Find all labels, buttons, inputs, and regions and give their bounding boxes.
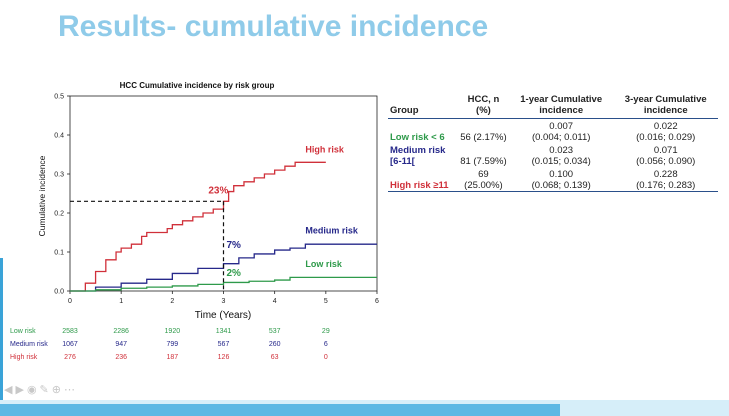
prev-icon[interactable]: ◀ [4, 384, 16, 396]
series-lines [70, 161, 377, 292]
risk-cell: 537 [269, 328, 281, 335]
series-label-high-risk: High risk [305, 145, 345, 155]
bottom-band-accent [0, 404, 560, 416]
header-1yr: 1-year Cumulative incidence [508, 94, 614, 119]
left-accent-bar [0, 258, 3, 406]
y3-ci: (0.056; 0.090) [636, 156, 696, 167]
risk-cell: 1920 [165, 328, 181, 335]
risk-cell: 260 [269, 341, 281, 348]
series-medium-risk [70, 243, 377, 292]
x-axis-label: Time (Years) [195, 310, 252, 321]
x-tick-label-6: 6 [375, 298, 379, 305]
series-label-medium-risk: Medium risk [305, 225, 359, 235]
y-tick-label-3: 0.3 [54, 172, 64, 179]
annotation-2pct: 2% [227, 268, 242, 279]
y1-ci: (0.015; 0.034) [531, 156, 591, 167]
hcc-cell: 81 (7.59%) [460, 156, 507, 167]
more-icon[interactable]: ⋯ [63, 384, 78, 396]
risk-cell: 236 [115, 354, 127, 361]
y3-cell: 0.022 (0.016; 0.029) [613, 119, 718, 143]
risk-cell: 29 [322, 328, 330, 335]
axis-ticks: 0 1 2 3 4 5 6 0.0 0.1 0.2 0.3 0.4 0.5 [54, 94, 379, 306]
x-tick-label-0: 0 [68, 298, 72, 305]
chart-title: HCC Cumulative incidence by risk group [120, 81, 275, 90]
x-tick-label-1: 1 [119, 298, 123, 305]
annotation-23pct: 23% [208, 186, 228, 197]
y-axis-label: Cumulative incidence [37, 155, 47, 236]
risk-cell: 187 [166, 354, 178, 361]
y3-ci: (0.176; 0.283) [636, 180, 696, 191]
y1-value: 0.023 [549, 145, 574, 156]
x-tick-label-2: 2 [170, 298, 174, 305]
y3-cell: 0.071 (0.056; 0.090) [613, 143, 718, 167]
y3-value: 0.022 [653, 121, 678, 132]
y1-value: 0.100 [549, 169, 574, 180]
header-3yr: 3-year Cumulative incidence [613, 94, 718, 119]
y3-ci: (0.016; 0.029) [636, 132, 696, 143]
series-low-risk [70, 276, 377, 292]
risk-cell: 567 [218, 341, 230, 348]
risk-cell: 947 [115, 341, 127, 348]
y1-value: 0.007 [549, 121, 574, 132]
y-tick-label-5: 0.5 [54, 94, 64, 101]
series-label-low-risk: Low risk [305, 259, 343, 269]
x-tick-label-5: 5 [324, 298, 328, 305]
annotation-7pct: 7% [227, 240, 242, 251]
header-group: Group [388, 94, 458, 119]
group-cell: Medium risk [6-11[ [390, 145, 446, 167]
reference-lines [70, 200, 225, 291]
slide-nav-controls[interactable]: ◀▶◉✎⊕⋯ [4, 383, 78, 396]
y-tick-label-1: 0.1 [54, 250, 64, 257]
risk-cell: 1341 [216, 328, 232, 335]
risk-row-label: Low risk [10, 328, 36, 335]
x-tick-label-4: 4 [273, 298, 277, 305]
results-row: Low risk < 6 56 (2.17%) 0.007 (0.004; 0.011… [388, 119, 718, 143]
y1-ci: (0.004; 0.011) [531, 132, 591, 143]
risk-cell: 799 [166, 341, 178, 348]
series-high-risk [70, 161, 326, 292]
risk-cell: 1067 [62, 341, 78, 348]
y3-value: 0.228 [653, 169, 678, 180]
y3-value: 0.071 [653, 145, 678, 156]
risk-cell: 0 [324, 354, 328, 361]
risk-cell: 2583 [62, 328, 78, 335]
risk-row-label: Medium risk [10, 341, 48, 348]
results-row: Medium risk [6-11[81 (7.59%) 0.023 (0.015;… [388, 143, 718, 167]
group-cell: High risk ≥11 [388, 167, 458, 192]
hcc-cell: 69 (25.00%) [457, 167, 509, 192]
risk-row-label: High risk [10, 354, 38, 361]
results-row: High risk ≥11 69 (25.00%) 0.100 (0.068; 0.1… [388, 167, 718, 192]
x-tick-label-3: 3 [222, 298, 226, 305]
results-table: Group HCC, n (%) 1-year Cumulative incid… [388, 94, 718, 192]
risk-cell: 126 [218, 354, 230, 361]
y-tick-label-4: 0.4 [54, 133, 64, 140]
zoom-icon[interactable]: ⊕ [51, 384, 64, 396]
y-tick-label-0: 0.0 [54, 289, 64, 296]
y1-cell: 0.023 (0.015; 0.034) [509, 143, 614, 167]
risk-cell: 6 [324, 341, 328, 348]
number-at-risk-table: Low risk 2583 2286 1920 1341 537 29 Medium risk… [10, 328, 330, 361]
risk-cell: 276 [64, 354, 76, 361]
pointer-icon[interactable]: ◉ [26, 384, 40, 396]
y1-cell: 0.100 (0.068; 0.139) [508, 167, 614, 192]
pen-icon[interactable]: ✎ [39, 384, 52, 396]
y-tick-label-2: 0.2 [54, 211, 64, 218]
risk-cell: 2286 [113, 328, 129, 335]
next-icon[interactable]: ▶ [15, 384, 27, 396]
hcc-cell: 56 (2.17%) [460, 132, 507, 143]
slide-title: Results- cumulative incidence [58, 10, 489, 43]
y1-cell: 0.007 (0.004; 0.011) [509, 119, 614, 143]
y1-ci: (0.068; 0.139) [531, 180, 591, 191]
header-hcc: HCC, n (%) [457, 94, 509, 119]
series-labels: 23% 7% 2% High risk Medium risk Low risk [208, 145, 359, 280]
risk-cell: 63 [271, 354, 279, 361]
y3-cell: 0.228 (0.176; 0.283) [613, 167, 718, 192]
group-cell: Low risk < 6 [390, 132, 445, 143]
